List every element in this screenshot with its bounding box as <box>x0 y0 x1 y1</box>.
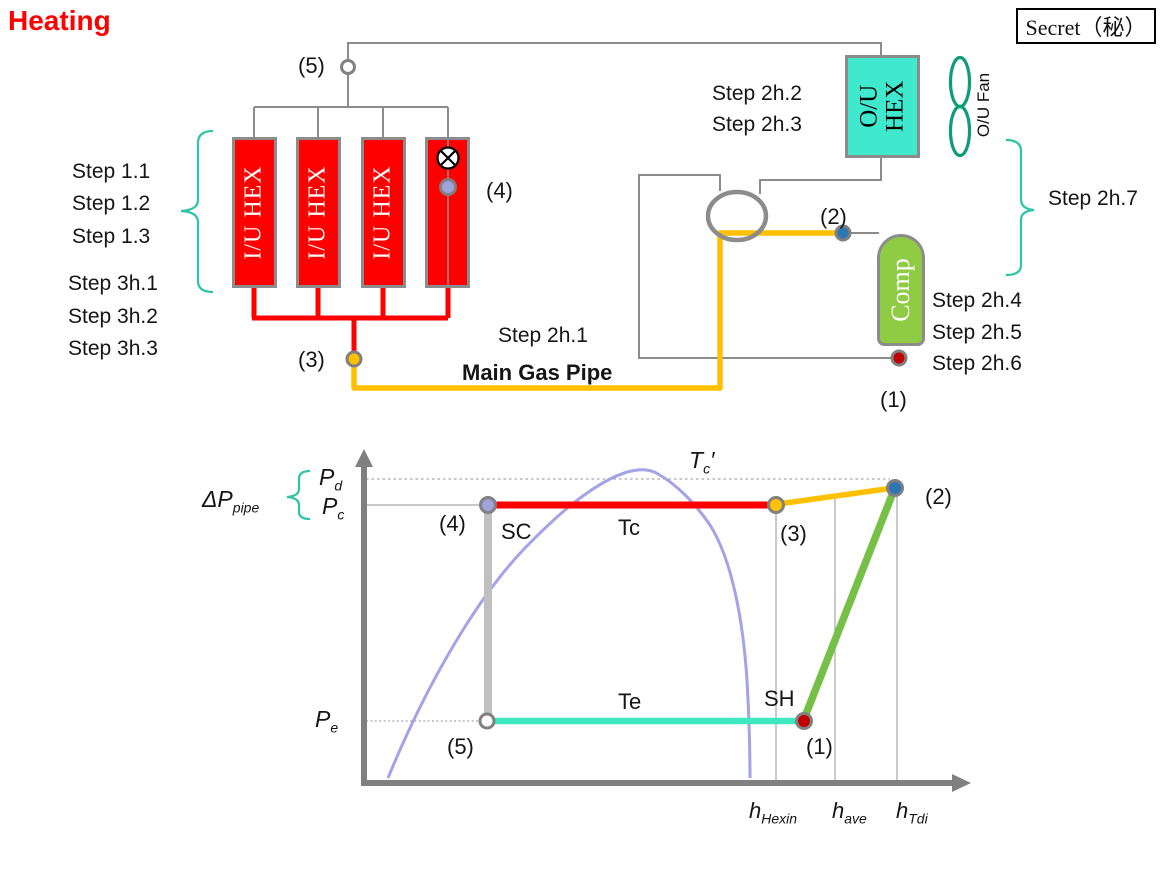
have-base: h <box>832 798 845 823</box>
point3-label: (3) <box>298 347 325 372</box>
chart-point5-label: (5) <box>447 734 474 759</box>
ou-hex-unit: O/U HEX <box>845 55 920 158</box>
step-label-1-2: Step 1.2 <box>72 192 151 215</box>
y-axis-arrow <box>355 449 373 467</box>
iu-hex-label: I/U HEX <box>241 165 268 260</box>
chart-point4-dot <box>479 496 497 514</box>
ou-hex-label: O/U HEX <box>855 80 909 133</box>
ou-fan-label: O/U Fan <box>974 72 993 138</box>
ou-hex-label-line1: O/U <box>855 84 883 129</box>
iu-hex-unit-1: I/U HEX <box>232 137 277 288</box>
chart-point2-dot <box>886 479 904 497</box>
pe-label: Pe <box>315 706 338 736</box>
pipe-liquid-drops <box>253 107 449 137</box>
chart-state-dots <box>478 479 904 730</box>
pd-sub: d <box>334 477 343 494</box>
pc-sub: c <box>337 506 345 523</box>
iu-hex-label: I/U HEX <box>370 165 397 260</box>
point5-label: (5) <box>298 53 325 78</box>
tcp-sub: c <box>703 460 711 477</box>
step-label-2h-2: Step 2h.2 <box>712 82 802 105</box>
step-label-3h-2: Step 3h.2 <box>68 305 158 328</box>
chart-point5-dot <box>478 712 496 730</box>
step-label-3h-1: Step 3h.1 <box>68 272 158 295</box>
hhexin-sub: Hexin <box>761 810 798 827</box>
brace-dp-pipe <box>286 469 311 521</box>
tcp-prime: ′ <box>710 447 715 473</box>
step-label-2h-3: Step 2h.3 <box>712 113 802 136</box>
dp-base: ΔP <box>202 486 233 512</box>
four-way-valve-icon <box>705 189 769 243</box>
x-axis-arrow <box>952 774 971 792</box>
step-label-3h-3: Step 3h.3 <box>68 337 158 360</box>
step-label-2h-5: Step 2h.5 <box>932 321 1022 344</box>
h-ave-label: have <box>832 798 867 826</box>
h-tdi-label: hTdi <box>896 798 928 826</box>
step-label-2h-6: Step 2h.6 <box>932 352 1022 375</box>
hhexin-base: h <box>749 798 762 823</box>
step-label-1-3: Step 1.3 <box>72 225 151 248</box>
ou-fan-label-wrap: O/U Fan <box>962 55 1006 155</box>
compression-segment <box>800 488 898 721</box>
iu-hex-unit-4 <box>425 137 470 288</box>
page-title: Heating <box>8 5 111 36</box>
classification-badge: Secret（秘） <box>1016 8 1156 44</box>
pd-base: P <box>319 464 335 490</box>
point1-dot <box>890 349 908 367</box>
pc-label: Pc <box>322 493 344 523</box>
have-sub: ave <box>844 810 867 827</box>
iu-hex-unit-2: I/U HEX <box>296 137 341 288</box>
ou-hex-label-line2: HEX <box>881 80 909 133</box>
point2-label: (2) <box>820 204 847 229</box>
brace-fan-step <box>1005 138 1035 277</box>
dp-sub: pipe <box>232 499 260 516</box>
dp-pipe-label: ΔPpipe <box>202 486 259 516</box>
chart-point2-label: (2) <box>925 484 952 509</box>
tc-label: Tc <box>618 515 640 540</box>
sh-label: SH <box>764 686 795 711</box>
main-gas-pipe-label: Main Gas Pipe <box>462 360 613 385</box>
point1-label: (1) <box>880 387 907 412</box>
pc-base: P <box>322 493 338 519</box>
htdi-base: h <box>896 798 909 823</box>
gas-pipe-segment <box>777 485 894 507</box>
chart-point1-dot <box>795 712 813 730</box>
chart-point4-label: (4) <box>439 511 466 536</box>
iu-hex-label: I/U HEX <box>305 165 332 260</box>
sc-label: SC <box>501 519 532 544</box>
step-label-2h-7: Step 2h.7 <box>1048 187 1138 210</box>
chart-point3-label: (3) <box>780 521 807 546</box>
chart-point3-dot <box>767 496 785 514</box>
compressor: Comp <box>877 234 925 346</box>
pipe-ouhex-to-valve <box>759 158 882 194</box>
red-pipes <box>251 288 451 351</box>
point5-dot <box>340 59 356 75</box>
step-label-2h-1: Step 2h.1 <box>498 324 588 347</box>
point3-dot <box>345 350 363 368</box>
brace-iu-steps <box>180 129 214 294</box>
h-hexin-label: hHexin <box>749 798 797 826</box>
iu-hex-unit-3: I/U HEX <box>361 137 406 288</box>
chart-point1-label: (1) <box>806 734 833 759</box>
pe-base: P <box>315 706 331 732</box>
pd-label: Pd <box>319 464 342 494</box>
te-label: Te <box>618 689 642 714</box>
compressor-label: Comp <box>886 258 916 322</box>
pipe-suction <box>638 174 892 359</box>
point4-label: (4) <box>486 178 513 203</box>
pe-sub: e <box>330 719 339 736</box>
step-label-1-1: Step 1.1 <box>72 160 151 183</box>
pipe-red-drops <box>251 288 451 318</box>
htdi-sub: Tdi <box>908 810 928 827</box>
tc-prime-label: Tc′ <box>689 447 714 477</box>
tcp-base: T <box>689 447 704 473</box>
step-label-2h-4: Step 2h.4 <box>932 289 1022 312</box>
